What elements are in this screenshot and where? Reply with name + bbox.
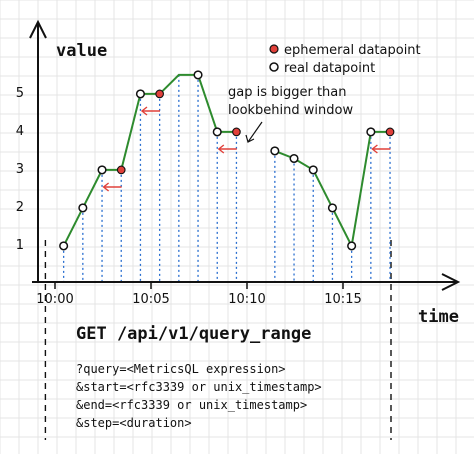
request-param-query: ?query=<MetricsQL expression> [76,362,286,376]
axes [29,19,461,291]
y-axis-label: value [56,41,107,61]
y-tick-label: 2 [16,200,24,215]
drop-lines [62,74,391,282]
gap-annotation: gap is bigger than lookbehind window [228,85,353,143]
x-tick-label: 10:10 [228,292,265,307]
lookbehind-arrow-head [140,106,148,116]
real-datapoint [193,70,203,80]
x-tick-label: 10:15 [324,292,361,307]
real-datapoint [212,127,222,137]
y-tick-label: 1 [16,238,24,253]
request-param-start: &start=<rfc3339 or unix_timestamp> [76,380,322,394]
lookbehind-arrow-head [371,144,378,154]
legend-ephemeral-label: ephemeral datapoint [284,43,421,58]
real-datapoint [78,203,88,213]
legend-ephemeral-marker [269,44,279,54]
request-param-end: &end=<rfc3339 or unix_timestamp> [76,398,307,412]
axis-ticks: 10:00 10:05 10:10 10:15 1 2 3 4 5 [16,86,362,307]
series-segment [62,73,237,247]
lookbehind-arrows [102,106,391,192]
series-line [62,73,391,250]
real-datapoint [59,241,69,251]
y-tick-label: 4 [16,124,24,139]
y-tick-label: 5 [16,86,24,101]
x-axis-label: time [418,307,459,327]
y-tick-label: 3 [16,162,24,177]
real-datapoint [97,165,107,175]
lookbehind-arrow-head [217,144,225,154]
range-markers [44,240,392,440]
ephemeral-datapoint [232,127,241,137]
real-datapoint [135,89,145,99]
request-title: GET /api/v1/query_range [76,324,311,344]
legend: ephemeral datapoint real datapoint [269,43,421,76]
y-axis-arrowhead [29,19,47,39]
data-points [59,70,395,251]
ephemeral-datapoint [385,127,395,137]
lookbehind-arrow [140,106,160,116]
request-block: GET /api/v1/query_range ?query=<MetricsQ… [76,324,322,430]
gap-annotation-line-1: gap is bigger than [228,85,347,100]
legend-real-label: real datapoint [284,61,375,76]
gap-annotation-arrowhead [245,134,255,143]
lookbehind-arrow [102,182,122,192]
x-tick-label: 10:05 [132,292,169,307]
request-param-step: &step=<duration> [76,416,192,430]
ephemeral-datapoint [155,89,164,99]
x-tick-label: 10:00 [36,292,73,307]
ephemeral-datapoint [116,165,126,175]
real-datapoint [347,241,357,251]
lookbehind-arrow [371,144,391,154]
lookbehind-arrow [217,144,237,154]
real-datapoint [327,203,337,213]
gap-annotation-arrow [247,121,263,143]
real-datapoint [289,153,299,164]
x-axis-arrowhead [441,273,461,291]
real-datapoint [308,165,318,175]
legend-real-marker [269,62,279,72]
gap-annotation-line-2: lookbehind window [228,103,353,118]
real-datapoint [270,146,280,156]
real-datapoint [366,127,376,137]
lookbehind-arrow-head [102,182,110,192]
